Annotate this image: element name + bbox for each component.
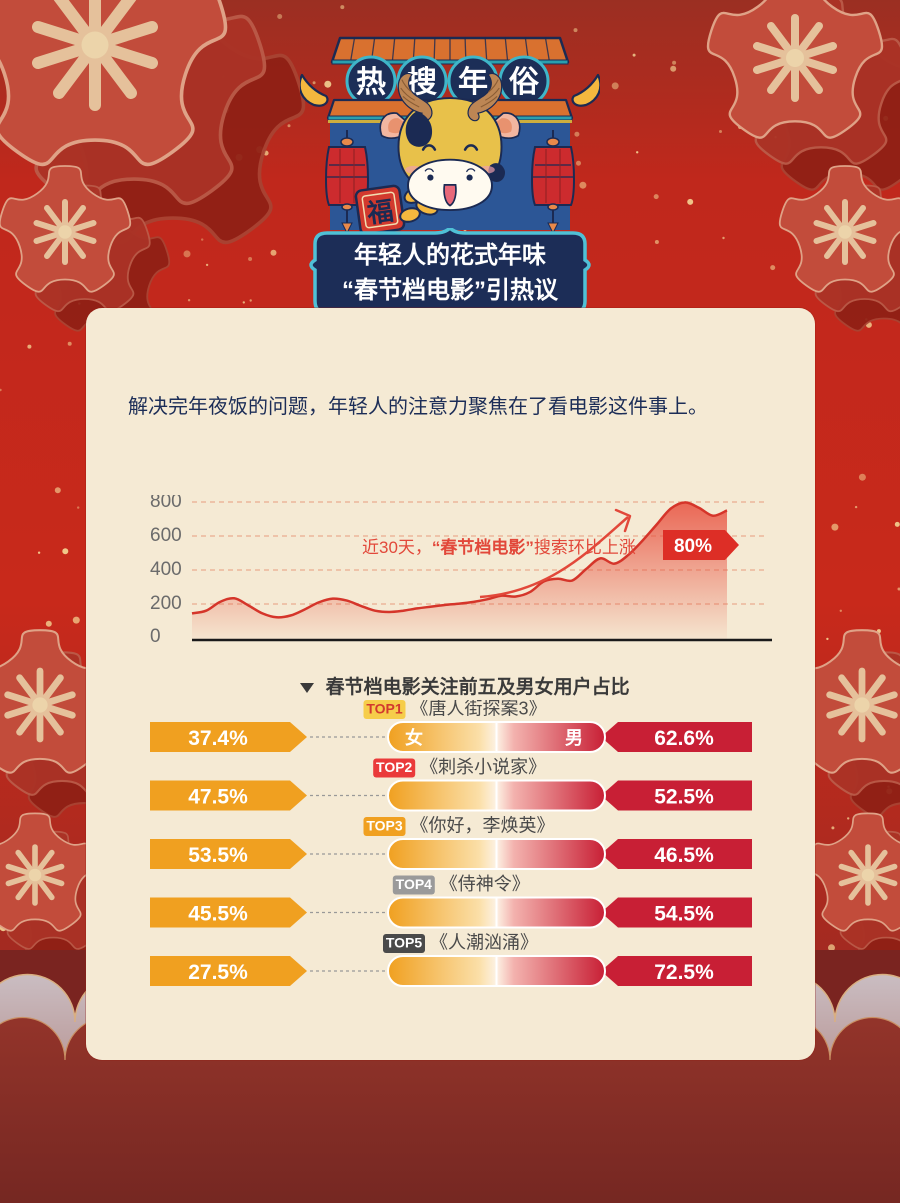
svg-text:62.6%: 62.6%: [654, 727, 714, 750]
svg-text:52.5%: 52.5%: [654, 786, 714, 809]
svg-text:热: 热: [356, 66, 386, 99]
svg-text:女: 女: [405, 727, 423, 748]
svg-text:TOP4: TOP4: [396, 876, 433, 892]
svg-text:《你好，李焕英》: 《你好，李焕英》: [411, 816, 555, 836]
svg-text:600: 600: [150, 525, 182, 546]
svg-text:54.5%: 54.5%: [654, 903, 714, 926]
svg-text:200: 200: [150, 593, 182, 614]
svg-text:27.5%: 27.5%: [188, 961, 248, 984]
svg-text:TOP3: TOP3: [366, 818, 403, 834]
svg-text:《人潮汹涌》: 《人潮汹涌》: [430, 933, 538, 953]
svg-text:男: 男: [565, 728, 583, 748]
svg-text:TOP5: TOP5: [386, 935, 423, 951]
svg-text:“春节档电影”引热议: “春节档电影”引热议: [342, 277, 559, 304]
svg-text:400: 400: [150, 559, 182, 580]
svg-text:37.4%: 37.4%: [188, 727, 248, 750]
svg-text:0: 0: [150, 626, 161, 647]
svg-text:福: 福: [364, 195, 395, 228]
svg-text:俗: 俗: [509, 66, 540, 99]
svg-text:45.5%: 45.5%: [188, 903, 248, 926]
svg-text:TOP2: TOP2: [376, 759, 413, 775]
svg-text:《侍神令》: 《侍神令》: [440, 874, 530, 894]
svg-text:年: 年: [458, 66, 488, 99]
svg-text:《唐人街探案3》: 《唐人街探案3》: [411, 700, 547, 719]
svg-text:800: 800: [150, 495, 182, 512]
svg-text:47.5%: 47.5%: [188, 786, 248, 809]
svg-text:72.5%: 72.5%: [654, 961, 714, 984]
svg-text:53.5%: 53.5%: [188, 844, 248, 867]
svg-text:年轻人的花式年味: 年轻人的花式年味: [354, 241, 546, 269]
svg-text:《刺杀小说家》: 《刺杀小说家》: [420, 757, 546, 777]
svg-text:TOP1: TOP1: [366, 701, 403, 717]
svg-text:46.5%: 46.5%: [654, 844, 714, 867]
svg-text:80%: 80%: [674, 536, 712, 557]
